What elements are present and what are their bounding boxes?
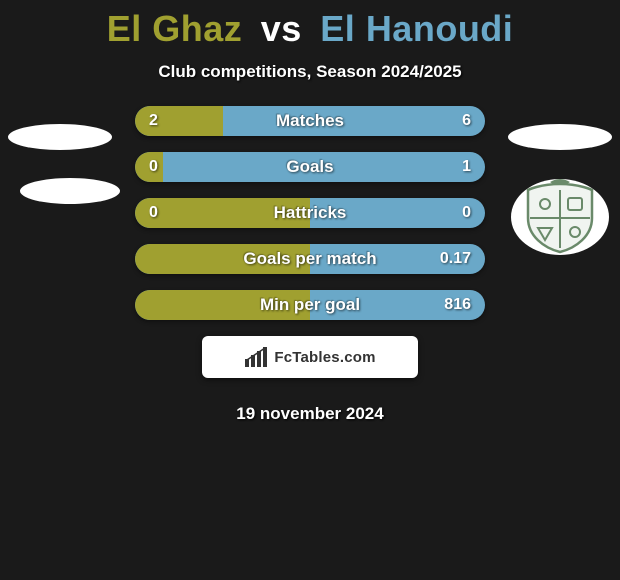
date-label: 19 november 2024 bbox=[0, 404, 620, 424]
stat-label: Hattricks bbox=[135, 198, 485, 228]
vs-text: vs bbox=[261, 8, 302, 49]
stat-label: Goals per match bbox=[135, 244, 485, 274]
stat-row: 0 Goals 1 bbox=[135, 152, 485, 182]
stat-label: Goals bbox=[135, 152, 485, 182]
stat-row: 2 Matches 6 bbox=[135, 106, 485, 136]
decor-ellipse bbox=[8, 124, 112, 150]
subtitle: Club competitions, Season 2024/2025 bbox=[0, 62, 620, 82]
stat-row: 0 Hattricks 0 bbox=[135, 198, 485, 228]
attribution-label: FcTables.com bbox=[274, 349, 375, 366]
stat-label: Min per goal bbox=[135, 290, 485, 320]
page-title: El Ghaz vs El Hanoudi bbox=[0, 0, 620, 50]
club-crest bbox=[510, 178, 610, 256]
attribution-badge[interactable]: FcTables.com bbox=[202, 336, 418, 378]
bars-icon bbox=[244, 347, 270, 367]
stat-value-right: 1 bbox=[462, 152, 471, 182]
stat-row: Goals per match 0.17 bbox=[135, 244, 485, 274]
stat-row: Min per goal 816 bbox=[135, 290, 485, 320]
stat-value-right: 0 bbox=[462, 198, 471, 228]
decor-ellipse bbox=[508, 124, 612, 150]
stat-value-right: 0.17 bbox=[440, 244, 471, 274]
player2-name: El Hanoudi bbox=[320, 8, 513, 49]
stat-value-right: 6 bbox=[462, 106, 471, 136]
player1-name: El Ghaz bbox=[107, 8, 243, 49]
decor-ellipse bbox=[20, 178, 120, 204]
stat-label: Matches bbox=[135, 106, 485, 136]
stat-value-right: 816 bbox=[444, 290, 471, 320]
